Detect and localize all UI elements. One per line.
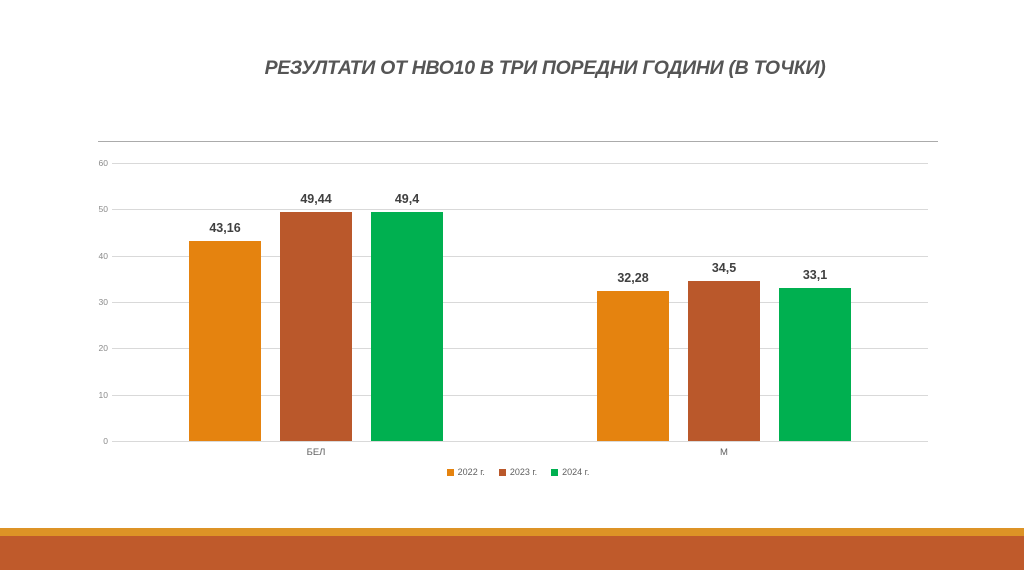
y-tick-label: 40 xyxy=(98,250,108,261)
legend-marker-icon xyxy=(446,468,454,476)
y-tick-label: 30 xyxy=(98,297,108,307)
bar-data-label: 49,4 xyxy=(394,192,420,207)
footer-accent-stripe xyxy=(0,528,1024,536)
bar-chart: 0 10 20 30 40 50 60 43,16 49,44 49,4 32,28 34,5 33,… xyxy=(98,141,938,477)
legend-marker-icon xyxy=(498,468,506,476)
bar-М-2024г. xyxy=(779,287,851,441)
legend-label: 2024 г. xyxy=(562,467,590,477)
y-tick-label: 60 xyxy=(98,158,108,168)
chart-title: РЕЗУЛТАТИ ОТ НВО10 В ТРИ ПОРЕДНИ ГОДИНИ … xyxy=(264,57,826,79)
bar-БЕЛ-2024г. xyxy=(371,212,443,441)
bar-М-2022г. xyxy=(597,291,669,441)
legend-label: 2022 г. xyxy=(457,467,485,477)
gridline-30 xyxy=(112,302,928,303)
y-tick-label: 20 xyxy=(98,343,108,354)
gridline-50 xyxy=(112,209,928,211)
bar-БЕЛ-2022г. xyxy=(189,241,261,441)
bar-data-label: 33,1 xyxy=(802,267,828,282)
legend-item-2022г.: 2022 г. xyxy=(446,467,485,477)
legend: 2022 г. 2023 г. 2024 г. xyxy=(98,467,938,477)
y-tick-label: 50 xyxy=(98,204,108,215)
gridline-40 xyxy=(112,255,928,257)
bar-БЕЛ-2023г. xyxy=(280,211,352,441)
y-tick-label: 10 xyxy=(98,389,108,400)
footer-band xyxy=(0,536,1024,570)
bar-М-2023г. xyxy=(688,281,760,441)
bar-data-label: 34,5 xyxy=(711,261,737,276)
legend-item-2024г.: 2024 г. xyxy=(551,467,589,477)
gridline-10 xyxy=(112,394,928,396)
category-label-БЕЛ: БЕЛ xyxy=(306,447,326,458)
bar-data-label: 43,16 xyxy=(209,221,241,236)
legend-label: 2023 г. xyxy=(509,467,538,477)
gridline-60 xyxy=(112,163,928,164)
bar-data-label: 49,44 xyxy=(300,191,332,206)
legend-item-2023г.: 2023 г. xyxy=(498,467,538,477)
gridline-20 xyxy=(112,348,928,350)
bar-data-label: 32,28 xyxy=(617,271,649,286)
gridline-0 xyxy=(112,441,928,442)
y-tick-label: 0 xyxy=(103,436,108,446)
category-label-М: М xyxy=(720,447,728,458)
plot-top-border xyxy=(98,141,938,142)
legend-marker-icon xyxy=(551,468,559,476)
